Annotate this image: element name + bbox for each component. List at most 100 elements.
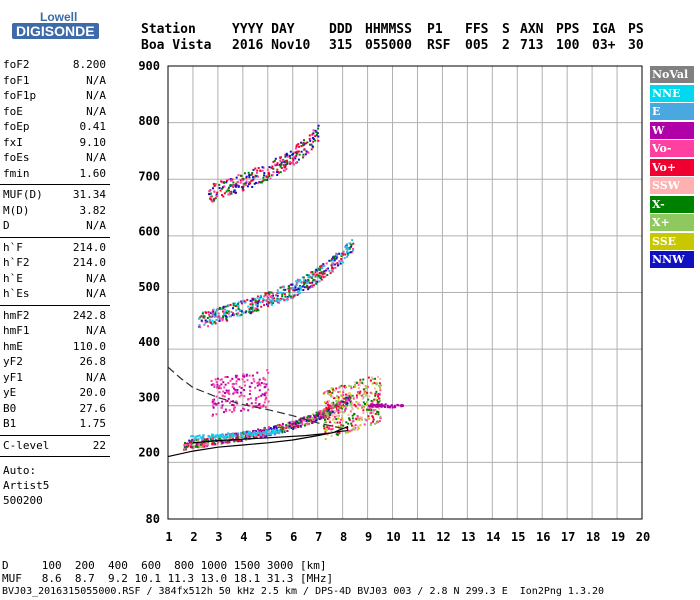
param-value: N/A	[86, 324, 106, 337]
echo-point	[331, 267, 334, 270]
echo-point	[328, 421, 331, 423]
echo-point	[307, 276, 310, 279]
echo-point	[227, 440, 229, 443]
echo-point	[220, 383, 223, 386]
echo-point	[362, 409, 365, 412]
param-value: 242.8	[72, 308, 106, 322]
echo-point	[245, 176, 248, 179]
echo-point	[262, 166, 265, 169]
header-value: 2	[502, 38, 510, 53]
param-value: 1.60	[79, 166, 107, 180]
echo-point	[271, 292, 274, 295]
echo-point	[314, 279, 317, 282]
echo-point	[333, 397, 335, 400]
echo-point	[301, 276, 304, 279]
echo-point	[268, 175, 271, 178]
echo-point	[344, 246, 347, 249]
x-tick-label: 8	[340, 530, 347, 544]
header-label: Station	[141, 22, 196, 37]
echo-point	[244, 184, 247, 186]
echo-point	[342, 405, 345, 407]
echo-point	[342, 261, 345, 264]
echo-point	[236, 432, 239, 435]
echo-point	[263, 401, 266, 404]
echo-point	[230, 190, 233, 193]
echo-point	[286, 161, 289, 164]
echo-point	[240, 309, 243, 312]
echo-point	[240, 391, 242, 394]
echo-point	[339, 425, 342, 428]
echo-point	[212, 322, 215, 325]
echo-point	[352, 397, 355, 400]
echo-point	[295, 155, 298, 158]
echo-point	[235, 176, 238, 179]
echo-point	[293, 289, 296, 292]
echo-point	[251, 303, 254, 306]
echo-point	[226, 319, 229, 322]
echo-point	[345, 426, 348, 429]
echo-point	[337, 417, 340, 420]
echo-point	[239, 179, 242, 182]
echo-point	[340, 384, 343, 387]
echo-point	[204, 439, 207, 441]
echo-point	[271, 174, 274, 177]
param-row-clevel: C-level 22	[3, 439, 106, 454]
echo-point	[354, 381, 357, 384]
echo-point	[322, 272, 325, 275]
echo-point	[190, 435, 193, 438]
echo-point	[328, 416, 331, 419]
echo-point	[379, 386, 381, 389]
echo-point	[287, 285, 290, 288]
echo-point	[354, 424, 357, 427]
echo-point	[276, 294, 279, 297]
echo-point	[212, 314, 215, 317]
param-name: fxI	[3, 135, 23, 149]
echo-point	[270, 431, 273, 434]
echo-point	[216, 435, 219, 438]
echo-point	[257, 309, 260, 312]
echo-point	[337, 411, 340, 414]
param-value: 214.0	[72, 256, 106, 269]
echo-point	[238, 395, 241, 398]
echo-point	[263, 299, 266, 302]
echo-point	[237, 185, 240, 188]
echo-point	[242, 435, 245, 438]
echo-point	[296, 161, 299, 164]
echo-point	[313, 414, 315, 417]
echo-point	[342, 251, 345, 254]
echo-point	[276, 163, 279, 166]
echo-point	[218, 319, 221, 322]
echo-point	[256, 371, 259, 374]
echo-point	[321, 267, 324, 270]
param-name: C-level	[3, 438, 50, 452]
echo-point	[254, 174, 257, 177]
echo-point	[287, 421, 290, 424]
echo-point	[337, 391, 340, 393]
echo-point	[311, 133, 314, 136]
echo-point	[285, 424, 288, 427]
echo-point	[244, 301, 247, 304]
param-name: h`E	[3, 271, 23, 285]
echo-point	[196, 445, 199, 448]
x-tick-label: 11	[411, 530, 425, 544]
echo-point	[336, 262, 339, 265]
echo-point	[246, 298, 249, 301]
echo-point	[277, 300, 280, 303]
echo-point	[374, 412, 377, 415]
echo-point	[260, 432, 262, 435]
echo-point	[232, 400, 235, 403]
echo-point	[255, 181, 257, 184]
param-name: yF2	[3, 355, 23, 368]
x-tick-label: 20	[636, 530, 650, 544]
echo-point	[295, 162, 297, 164]
echo-point	[359, 378, 362, 381]
echo-point	[322, 276, 325, 279]
echo-point	[267, 388, 270, 391]
echo-point	[289, 423, 292, 426]
echo-point	[331, 270, 334, 273]
echo-point	[328, 404, 331, 407]
echo-point	[310, 420, 313, 423]
echo-point	[356, 428, 359, 431]
echo-point	[332, 406, 335, 409]
echo-point	[320, 275, 323, 278]
